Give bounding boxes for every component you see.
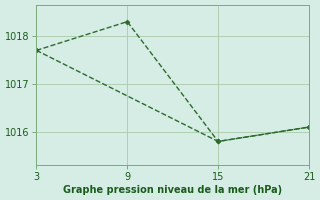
- X-axis label: Graphe pression niveau de la mer (hPa): Graphe pression niveau de la mer (hPa): [63, 185, 282, 195]
